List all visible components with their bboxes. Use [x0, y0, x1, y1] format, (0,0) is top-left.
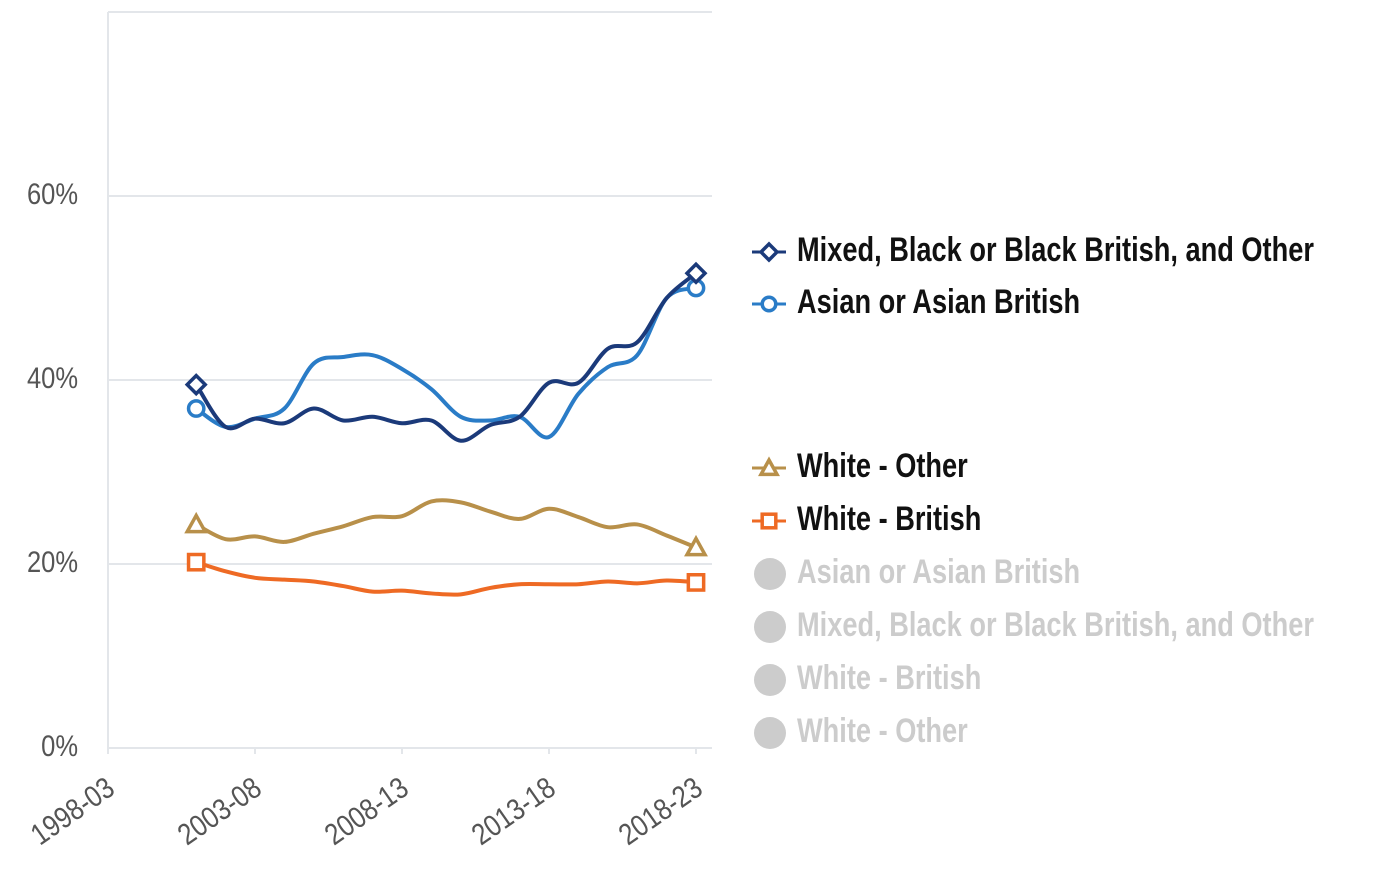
- y-tick-label: 60%: [27, 178, 78, 211]
- series-line: [195, 498, 697, 550]
- x-tick-label: 2018-23: [613, 771, 709, 852]
- y-tick-label: 20%: [27, 546, 78, 579]
- legend-dot: [754, 664, 786, 696]
- legend-dot: [754, 558, 786, 590]
- data-point: [684, 261, 708, 285]
- legend-marker: [760, 512, 778, 530]
- data-point: [686, 573, 706, 592]
- x-tick-label: 1998-03: [25, 771, 121, 852]
- series-line: [195, 286, 697, 440]
- legend-item-hidden: White - British: [754, 659, 981, 697]
- legend-item: White - British: [752, 500, 981, 538]
- y-tick-label: 0%: [41, 730, 78, 763]
- legend-label: White - British: [797, 500, 981, 538]
- y-tick-label: 40%: [27, 362, 78, 395]
- data-point: [186, 552, 206, 572]
- data-point: [184, 373, 208, 397]
- legend-label: Asian or Asian British: [797, 283, 1080, 321]
- x-tick-label: 2008-13: [319, 771, 415, 852]
- legend-marker: [758, 241, 780, 263]
- legend-label: White - British: [797, 659, 981, 697]
- legend-item: Mixed, Black or Black British, and Other: [752, 231, 1314, 269]
- legend-dot: [754, 717, 786, 749]
- legend-item: White - Other: [752, 447, 968, 485]
- x-tick-label: 2003-08: [172, 771, 268, 852]
- legend-label: White - Other: [797, 447, 968, 485]
- legend-item: Asian or Asian British: [752, 283, 1080, 321]
- legend-label: Asian or Asian British: [797, 553, 1080, 591]
- legend-dot: [754, 611, 786, 643]
- legend-marker: [758, 456, 780, 477]
- series-line: [194, 271, 698, 443]
- legend-label: Mixed, Black or Black British, and Other: [797, 231, 1314, 269]
- legend-label: Mixed, Black or Black British, and Other: [797, 606, 1314, 644]
- data-point: [186, 399, 206, 418]
- data-point: [684, 534, 708, 557]
- legend-marker: [760, 295, 778, 313]
- x-tick-label: 2013-18: [466, 771, 562, 852]
- legend-label: White - Other: [797, 712, 968, 750]
- legend-item-hidden: Asian or Asian British: [754, 553, 1080, 591]
- series-line: [195, 560, 697, 597]
- legend-item-hidden: White - Other: [754, 712, 968, 750]
- data-point: [184, 511, 209, 534]
- legend-item-hidden: Mixed, Black or Black British, and Other: [754, 606, 1314, 644]
